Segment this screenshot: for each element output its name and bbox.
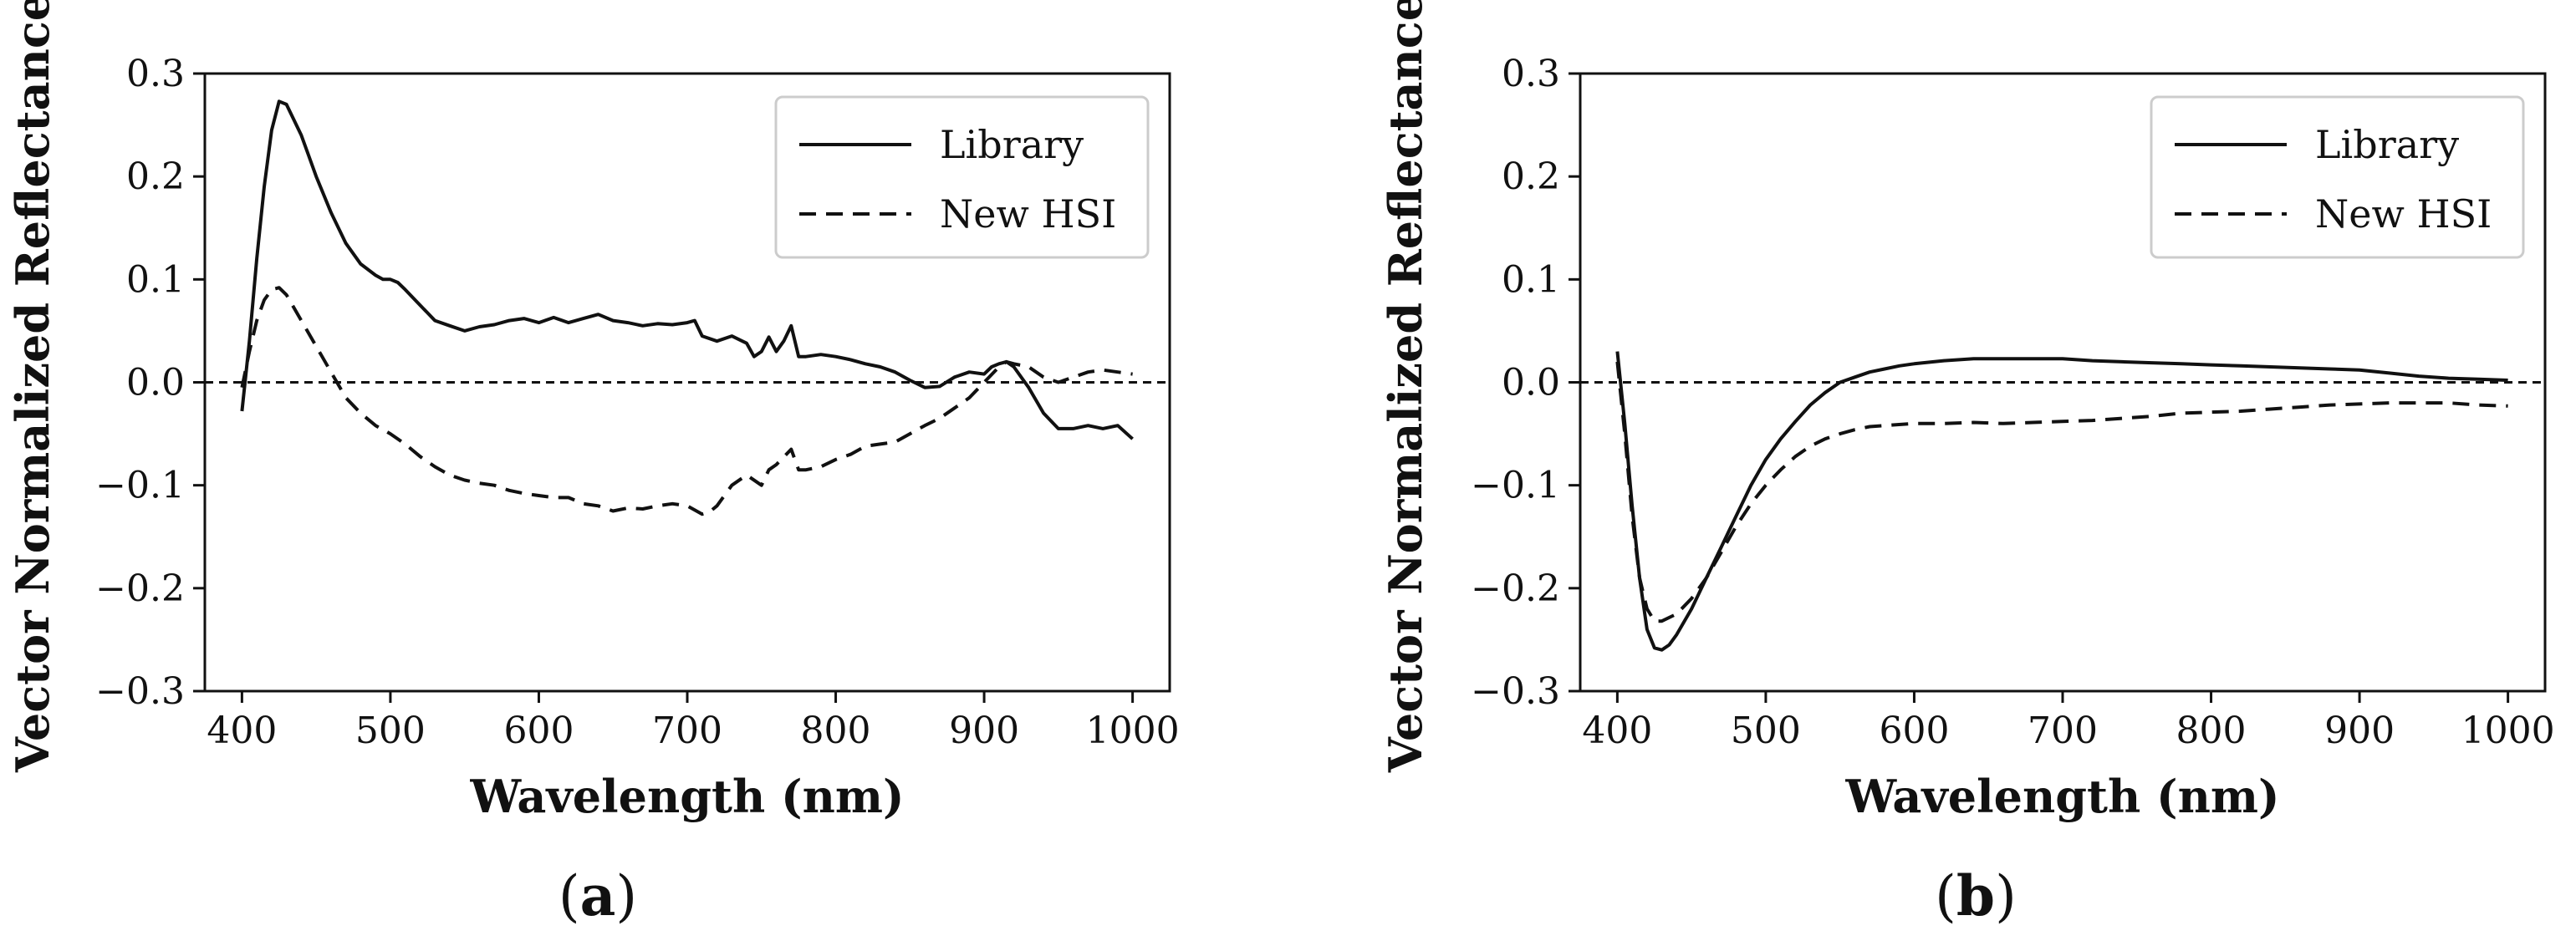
y-tick-label: −0.3 bbox=[95, 670, 185, 713]
y-tick-label: 0.3 bbox=[126, 53, 185, 95]
panel-label: (b) bbox=[1935, 863, 2017, 928]
panel-letter: a bbox=[580, 863, 616, 928]
chart-panel-b: 400 500 600 700 800 900 1000 0.3 0.2 0.1 0.0 −0.1 −0… bbox=[1379, 0, 2555, 928]
x-axis-title: Wavelength (nm) bbox=[1844, 770, 2279, 823]
x-tick-label: 400 bbox=[1582, 710, 1652, 752]
y-tick-label: 0.2 bbox=[1502, 155, 1560, 198]
legend-entry-library: Library bbox=[2315, 122, 2459, 167]
x-tick-label: 900 bbox=[2324, 710, 2395, 752]
x-tick-label: 600 bbox=[503, 710, 574, 752]
y-tick-label: −0.1 bbox=[1471, 465, 1560, 507]
x-tick-label: 600 bbox=[1879, 710, 1949, 752]
series-line-library bbox=[240, 99, 1134, 440]
y-axis-title: Vector Normalized Reflectance bbox=[1379, 0, 1432, 773]
legend-entry-new-hsi: New HSI bbox=[2315, 191, 2492, 237]
y-tick-label: 0.0 bbox=[1502, 362, 1560, 404]
series-line-new-hsi bbox=[240, 286, 1133, 516]
y-tick-label: −0.2 bbox=[95, 567, 185, 610]
panel-label: (a) bbox=[559, 863, 637, 928]
x-tick-label: 1000 bbox=[1086, 710, 1180, 752]
y-tick-label: −0.2 bbox=[1471, 567, 1560, 610]
x-tick-label: 500 bbox=[1731, 710, 1801, 752]
series-line-library bbox=[1615, 351, 2508, 652]
legend: Library New HSI bbox=[2150, 95, 2525, 259]
y-tick-label: 0.3 bbox=[1502, 53, 1560, 95]
y-tick-label: 0.1 bbox=[126, 258, 185, 301]
legend-entry-library: Library bbox=[940, 122, 1084, 167]
legend: Library New HSI bbox=[774, 95, 1150, 259]
y-tick-label: 0.1 bbox=[1502, 258, 1560, 301]
x-tick-label: 800 bbox=[801, 710, 871, 752]
y-tick-label: −0.1 bbox=[95, 465, 185, 507]
legend-entry-new-hsi: New HSI bbox=[940, 191, 1116, 237]
x-tick-label: 700 bbox=[652, 710, 722, 752]
y-tick-label: −0.3 bbox=[1471, 670, 1560, 713]
x-tick-label: 500 bbox=[355, 710, 426, 752]
y-tick-label: 0.0 bbox=[126, 362, 185, 404]
y-tick-label: 0.2 bbox=[126, 155, 185, 198]
legend-box bbox=[774, 95, 1150, 259]
panel-letter: b bbox=[1956, 863, 1995, 928]
legend-box bbox=[2150, 95, 2525, 259]
y-axis-title: Vector Normalized Reflectance bbox=[6, 0, 59, 773]
x-axis-title: Wavelength (nm) bbox=[469, 770, 904, 823]
x-tick-label: 800 bbox=[2176, 710, 2247, 752]
x-tick-label: 400 bbox=[207, 710, 277, 752]
x-tick-label: 1000 bbox=[2461, 710, 2555, 752]
x-tick-label: 900 bbox=[949, 710, 1019, 752]
chart-panel-a: 400 500 600 700 800 900 1000 0.3 0.2 0.1 0.0 −0.1 −0… bbox=[6, 0, 1180, 928]
series-line-new-hsi bbox=[1615, 361, 2508, 623]
x-tick-label: 700 bbox=[2028, 710, 2098, 752]
